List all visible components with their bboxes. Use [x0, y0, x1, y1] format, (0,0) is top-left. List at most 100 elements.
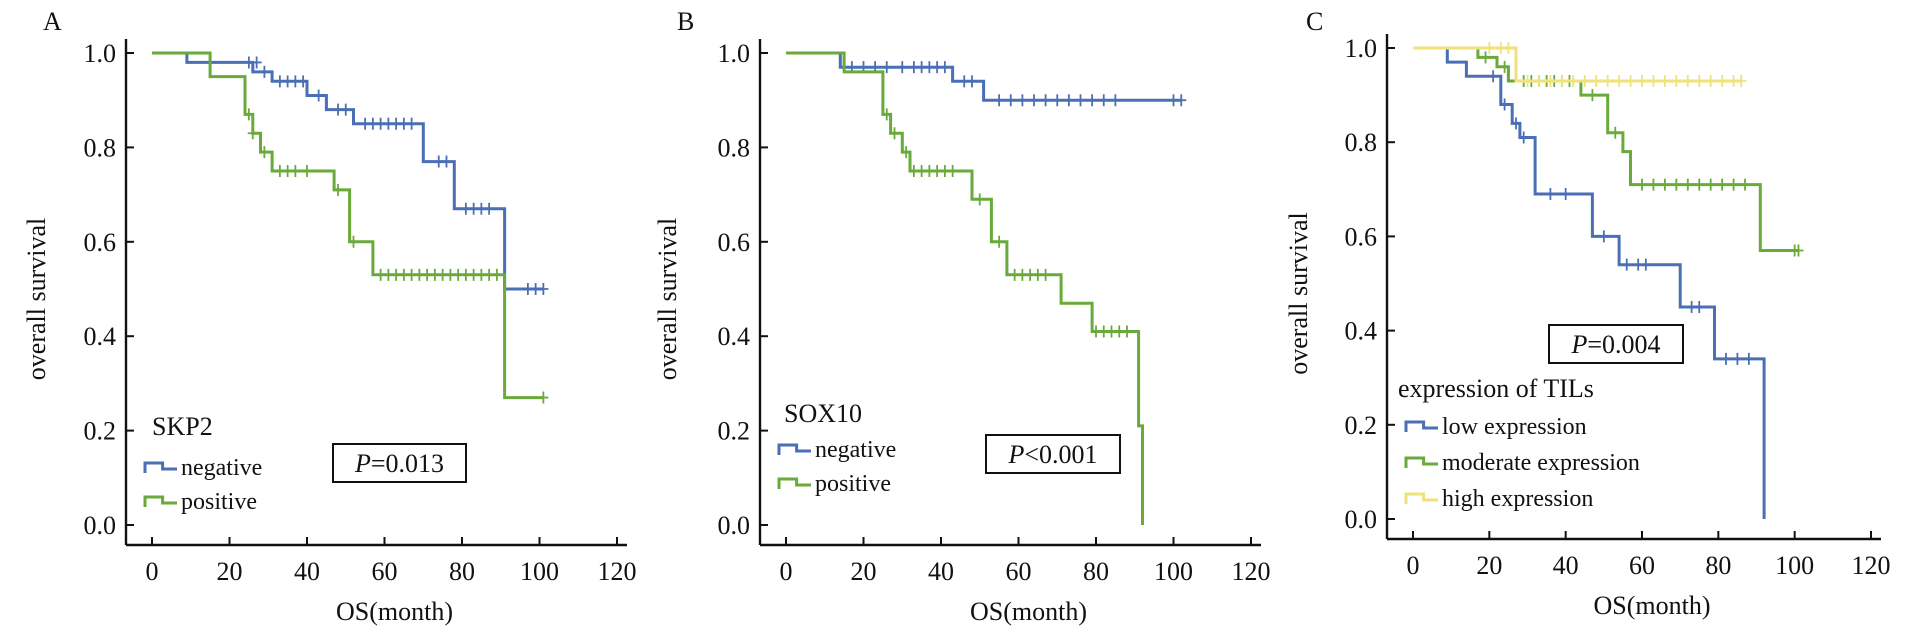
censor-mark — [1602, 74, 1613, 87]
p-symbol: P — [354, 449, 371, 478]
y-tick-label: 0.0 — [84, 511, 117, 540]
censor-mark — [1568, 74, 1579, 87]
censor-mark — [1579, 74, 1590, 87]
censor-mark — [1614, 74, 1625, 87]
censor-mark — [247, 127, 258, 140]
p-value-text: P=0.013 — [354, 449, 444, 478]
x-tick-label: 120 — [598, 557, 637, 586]
p-value-text: P=0.004 — [1570, 330, 1660, 359]
censor-mark — [947, 165, 958, 177]
censor-mark — [333, 183, 343, 196]
censor-mark — [994, 235, 1005, 248]
censor-mark — [881, 61, 892, 74]
censor-mark — [1743, 352, 1754, 365]
censor-mark — [974, 193, 985, 206]
censor-mark — [1029, 94, 1039, 107]
censor-mark — [538, 283, 549, 295]
x-tick-label: 100 — [520, 557, 559, 586]
y-tick-label: 0.6 — [718, 228, 751, 257]
x-tick-label: 120 — [1232, 557, 1271, 586]
x-tick-label: 100 — [1154, 557, 1193, 586]
censor-mark — [1671, 178, 1682, 191]
x-tick-label: 0 — [780, 557, 793, 586]
y-tick-label: 0.6 — [84, 228, 117, 257]
y-tick-label: 1.0 — [1345, 34, 1378, 63]
censor-mark — [1556, 74, 1567, 87]
censor-mark — [1017, 94, 1028, 107]
x-tick-label: 40 — [294, 557, 320, 586]
censor-mark — [1063, 94, 1074, 107]
y-tick-label: 0.4 — [1345, 317, 1378, 346]
censor-mark — [441, 155, 452, 168]
legend-label: high expression — [1442, 486, 1593, 512]
y-tick-label: 0.8 — [84, 133, 117, 162]
legend-title: expression of TILs — [1398, 374, 1594, 403]
censor-mark — [1610, 126, 1621, 139]
survival-curve-low-expression — [1413, 46, 1766, 519]
y-tick-label: 0.8 — [718, 133, 751, 162]
x-tick-label: 0 — [146, 557, 159, 586]
p-value-box: P<0.001 — [985, 434, 1121, 474]
legend-label: moderate expression — [1442, 450, 1640, 476]
censor-mark — [1499, 60, 1510, 73]
censor-mark — [1793, 244, 1804, 257]
censor-mark — [1621, 258, 1632, 271]
panel-b: B 0 20 40 60 80 100 120 0.0 0.2 0.4 0.6 0.8 1.0 OS(mon… — [653, 7, 1271, 626]
y-tick-label: 0.4 — [718, 322, 751, 351]
censor-mark — [1005, 94, 1016, 107]
panel-letter: C — [1306, 7, 1323, 36]
y-tick-label: 1.0 — [718, 39, 751, 68]
censor-mark — [1591, 74, 1602, 87]
censor-mark — [406, 117, 417, 130]
survival-curve-high-expression — [1413, 46, 1742, 83]
censor-mark — [1176, 94, 1187, 107]
legend-swatch — [777, 443, 811, 455]
censor-mark — [1533, 74, 1544, 87]
censor-mark — [967, 75, 977, 88]
x-tick-label: 0 — [1407, 551, 1420, 580]
censor-mark — [1122, 325, 1132, 338]
censor-mark — [1720, 352, 1731, 365]
legend-swatch — [1404, 420, 1438, 432]
censor-mark — [491, 268, 502, 281]
legend: SKP2 negative positive — [143, 412, 262, 515]
censor-mark — [1503, 42, 1514, 54]
censor-mark — [259, 146, 270, 159]
censor-mark — [484, 202, 495, 215]
panel-letter: B — [677, 7, 694, 36]
y-tick-label: 0.6 — [1345, 222, 1378, 251]
p-value-frame — [1548, 324, 1684, 364]
p-value-box: P=0.013 — [332, 443, 467, 483]
x-tick-label: 20 — [851, 557, 877, 586]
censor-mark — [1637, 178, 1647, 191]
y-tick-label: 1.0 — [84, 39, 117, 68]
censor-mark — [1728, 178, 1739, 191]
censor-mark — [298, 75, 309, 88]
x-tick-label: 20 — [217, 557, 243, 586]
censor-mark — [1648, 74, 1659, 87]
censor-mark — [1625, 74, 1636, 87]
x-tick-label: 80 — [1705, 551, 1731, 580]
survival-curve-negative — [152, 51, 544, 291]
censor-mark — [1640, 258, 1651, 271]
legend-swatch — [1404, 492, 1438, 504]
censor-mark — [1522, 74, 1533, 87]
censor-mark — [1511, 117, 1522, 130]
x-tick-label: 120 — [1852, 551, 1891, 580]
censor-mark — [1098, 94, 1109, 107]
x-tick-label: 60 — [1629, 551, 1655, 580]
censor-mark — [1740, 178, 1751, 191]
censor-mark — [1518, 131, 1529, 144]
x-axis-title: OS(month) — [1594, 591, 1711, 620]
x-tick-label: 60 — [372, 557, 398, 586]
censor-mark — [881, 108, 892, 121]
censor-mark — [1694, 178, 1705, 191]
censor-mark — [1484, 42, 1495, 54]
legend-swatch — [1404, 456, 1438, 468]
x-tick-label: 20 — [1476, 551, 1502, 580]
censor-mark — [340, 103, 351, 116]
y-tick-label: 0.0 — [718, 511, 751, 540]
censor-mark — [1087, 94, 1098, 107]
x-tick-label: 80 — [449, 557, 475, 586]
p-value-frame — [985, 434, 1121, 474]
